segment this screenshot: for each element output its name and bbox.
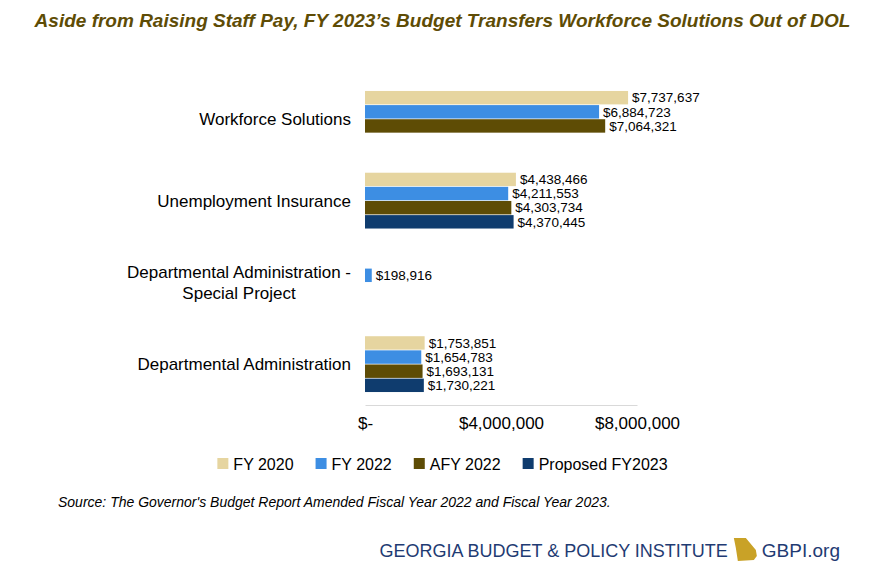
y-tick-label-line: Departmental Administration - (127, 263, 351, 282)
legend-item: FY 2020 (217, 456, 293, 473)
y-tick-label-line: Workforce Solutions (199, 110, 351, 129)
legend-label: Proposed FY2023 (539, 456, 668, 473)
y-tick: Departmental Administration (137, 355, 365, 374)
legend: FY 2020 FY 2022 AFY 2022 Proposed FY2023 (217, 456, 667, 473)
bar (365, 91, 628, 104)
data-label: $6,884,723 (603, 105, 671, 120)
bar (365, 269, 372, 282)
bar (365, 215, 514, 228)
legend-swatch (217, 458, 228, 469)
x-tick-label: $4,000,000 (459, 414, 544, 433)
data-label: $7,064,321 (609, 119, 677, 134)
y-tick: Unemployment Insurance (157, 192, 365, 211)
bar (365, 350, 421, 363)
bars (365, 91, 628, 392)
bar (365, 201, 511, 214)
bar (365, 105, 599, 118)
y-tick-label-line: Departmental Administration (137, 355, 351, 374)
title: Aside from Raising Staff Pay, FY 2023’s … (34, 10, 851, 31)
source-note: Source: The Governor's Budget Report Ame… (58, 494, 611, 510)
bar (365, 364, 423, 377)
legend-item: Proposed FY2023 (523, 456, 668, 473)
legend-swatch (523, 458, 534, 469)
chart: Aside from Raising Staff Pay, FY 2023’s … (0, 0, 885, 574)
data-label: $4,370,445 (518, 215, 586, 230)
bar (365, 336, 425, 349)
footer-org: GEORGIA BUDGET & POLICY INSTITUTE (379, 541, 727, 561)
axis-line (366, 405, 638, 406)
bar (365, 173, 516, 186)
bar (365, 379, 424, 392)
data-label: $4,303,734 (515, 200, 583, 215)
data-label: $1,654,783 (425, 350, 493, 365)
legend-item: AFY 2022 (414, 456, 501, 473)
logo-icon (734, 538, 757, 561)
y-axis: Workforce Solutions Unemployment Insuranc… (127, 110, 365, 374)
chart-container: Aside from Raising Staff Pay, FY 2023’s … (0, 0, 885, 574)
data-label: $7,737,637 (632, 90, 700, 105)
legend-label: FY 2022 (332, 456, 392, 473)
y-tick-label-line: Special Project (182, 284, 296, 303)
legend-swatch (414, 458, 425, 469)
x-tick-label: $8,000,000 (595, 414, 680, 433)
title-line: Aside from Raising Staff Pay, FY 2023’s … (34, 10, 851, 31)
bar (365, 187, 508, 200)
x-tick: $8,000,000 (595, 405, 680, 433)
footer-site: GBPI.org (762, 540, 840, 561)
y-tick-label: Workforce Solutions (199, 110, 351, 129)
data-labels: $7,737,637 $4,438,466 $1,753,851 $6,884,723… (376, 90, 700, 393)
legend-swatch (316, 458, 327, 469)
data-label: $4,211,553 (512, 186, 579, 201)
x-tick: $4,000,000 (459, 405, 544, 433)
data-label: $198,916 (376, 268, 432, 283)
y-tick-label: Departmental Administration - Special Pro… (127, 263, 351, 303)
data-label: $1,730,221 (428, 378, 496, 393)
x-tick-label: $- (358, 414, 373, 433)
data-label: $4,438,466 (520, 172, 588, 187)
data-label: $1,753,851 (429, 336, 497, 351)
y-tick-label: Departmental Administration (137, 355, 351, 374)
data-label: $1,693,131 (427, 364, 495, 379)
x-axis: $- $4,000,000 $8,000,000 (358, 405, 680, 433)
x-tick: $- (358, 405, 373, 433)
y-tick-label: Unemployment Insurance (157, 192, 351, 211)
y-tick-label-line: Unemployment Insurance (157, 192, 351, 211)
legend-label: FY 2020 (233, 456, 293, 473)
background (0, 0, 885, 574)
bar (365, 119, 605, 132)
legend-item: FY 2022 (316, 456, 392, 473)
y-tick: Departmental Administration - Special Pro… (127, 263, 365, 303)
legend-label: AFY 2022 (430, 456, 501, 473)
y-tick: Workforce Solutions (199, 110, 365, 129)
